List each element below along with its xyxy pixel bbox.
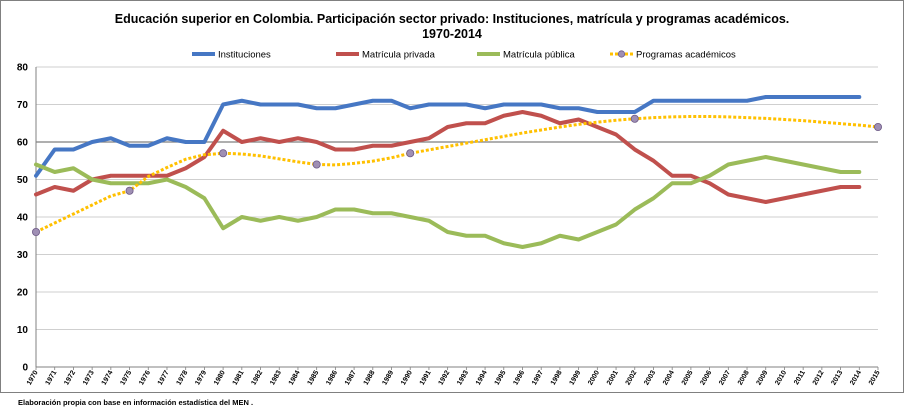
legend: Instituciones Matrícula privada Matrícula … xyxy=(192,50,736,61)
chart-title: Educación superior en Colombia. Particip… xyxy=(115,12,790,26)
y-tick-label: 10 xyxy=(17,325,29,336)
y-axis-ticks: 0 10 20 30 40 50 60 70 80 xyxy=(17,63,29,374)
series-marker xyxy=(125,186,134,195)
chart-border xyxy=(0,0,904,393)
y-tick-label: 80 xyxy=(17,63,29,74)
legend-label: Instituciones xyxy=(218,50,271,61)
series-line-1 xyxy=(34,110,862,204)
y-tick-label: 30 xyxy=(17,250,29,261)
y-tick-label: 60 xyxy=(17,138,29,149)
legend-label: Programas académicos xyxy=(636,50,736,61)
legend-marker xyxy=(617,50,626,58)
legend-label: Matrícula privada xyxy=(362,50,436,61)
series-marker xyxy=(312,160,321,169)
series-marker xyxy=(874,123,883,132)
series-line-0 xyxy=(34,95,862,178)
legend-label: Matrícula pública xyxy=(503,50,576,61)
chart-subtitle: 1970-2014 xyxy=(422,27,482,41)
series-marker xyxy=(406,149,415,158)
series-marker xyxy=(32,227,41,236)
source-note: Elaboración propia con base en informaci… xyxy=(18,398,253,407)
y-tick-label: 40 xyxy=(17,213,29,224)
y-tick-label: 20 xyxy=(17,288,29,299)
y-tick-label: 50 xyxy=(17,175,29,186)
y-tick-label: 0 xyxy=(22,363,28,374)
series-marker xyxy=(630,114,639,123)
series-marker xyxy=(219,149,228,158)
series-line-3 xyxy=(35,115,879,234)
y-tick-label: 70 xyxy=(17,100,29,111)
series-line-2 xyxy=(34,155,862,249)
axes xyxy=(35,67,879,370)
series-group xyxy=(32,95,883,249)
